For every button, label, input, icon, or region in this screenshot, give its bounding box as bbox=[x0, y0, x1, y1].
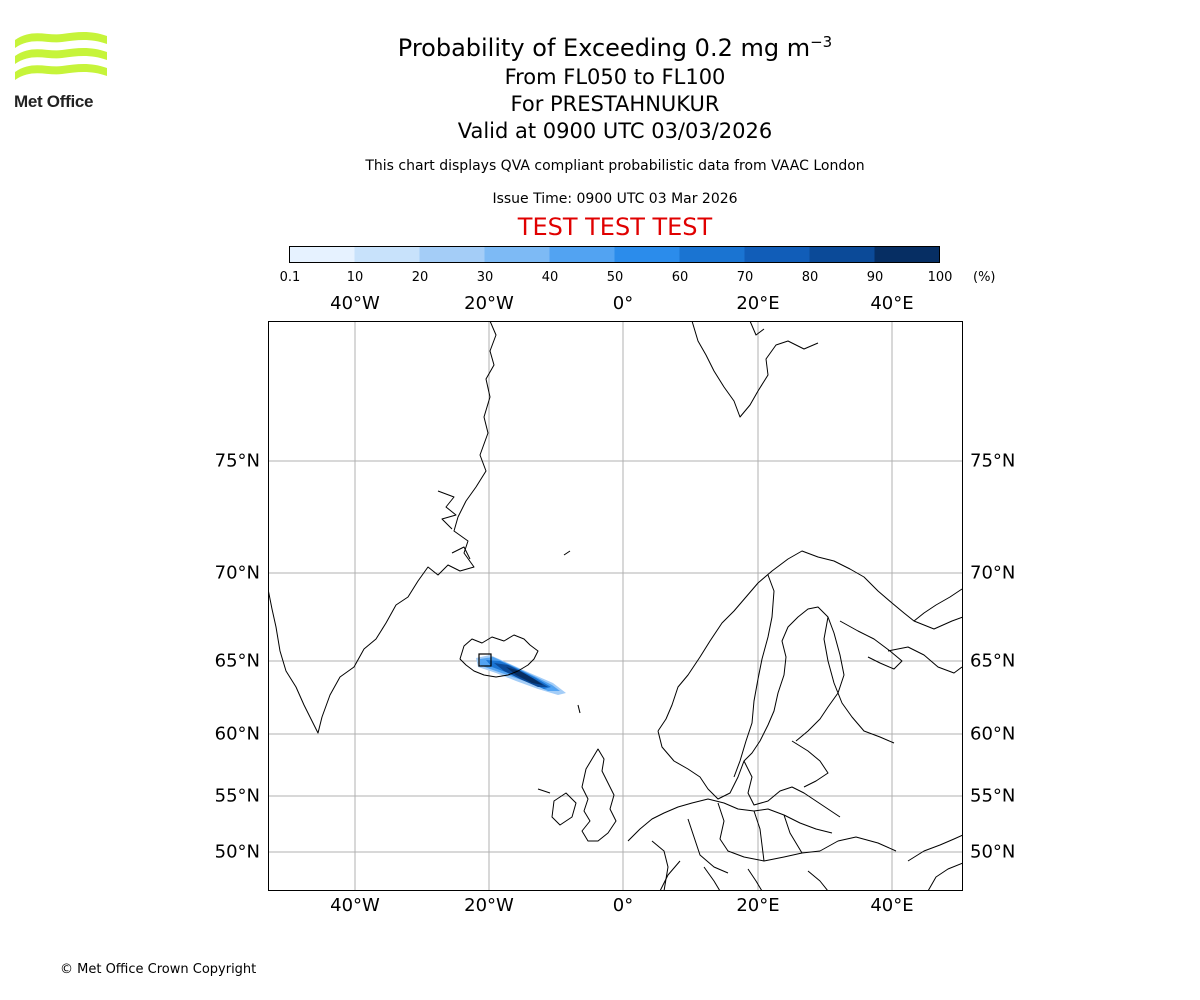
lon-label-top-20e: 20°E bbox=[736, 293, 780, 314]
lon-label-top-40w: 40°W bbox=[330, 293, 380, 314]
colorbar-band bbox=[289, 246, 355, 263]
unit-exponent: −3 bbox=[810, 33, 833, 51]
lat-label-right-70n: 70°N bbox=[970, 562, 1016, 584]
colorbar-tick-label: 30 bbox=[476, 270, 494, 285]
volcano-marker bbox=[478, 653, 492, 667]
colorbar-band bbox=[354, 246, 420, 263]
met-office-logo-text: Met Office bbox=[14, 92, 94, 111]
lat-label-right-75n: 75°N bbox=[970, 450, 1016, 472]
colorbar-tick-label: 100 bbox=[927, 270, 953, 285]
lat-label-left-75n: 75°N bbox=[214, 450, 260, 472]
lon-label-bottom-40e: 40°E bbox=[870, 895, 914, 916]
colorbar-tick-label: 20 bbox=[411, 270, 429, 285]
colorbar-band bbox=[419, 246, 485, 263]
lon-label-bottom-20e: 20°E bbox=[736, 895, 780, 916]
colorbar-band bbox=[484, 246, 550, 263]
chart-description: This chart displays QVA compliant probab… bbox=[365, 158, 865, 174]
colorbar-tick-label: 80 bbox=[801, 270, 819, 285]
met-office-wave-icon bbox=[15, 32, 107, 80]
lon-label-bottom-0: 0° bbox=[612, 895, 634, 916]
map-gridlines bbox=[268, 321, 963, 891]
lat-label-right-65n: 65°N bbox=[970, 650, 1016, 672]
lat-label-right-50n: 50°N bbox=[970, 841, 1016, 863]
lon-label-top-20w: 20°W bbox=[464, 293, 514, 314]
lat-label-left-65n: 65°N bbox=[214, 650, 260, 672]
colorbar-band bbox=[744, 246, 810, 263]
issue-time: Issue Time: 0900 UTC 03 Mar 2026 bbox=[492, 191, 738, 207]
volcano-name: For PRESTAHNUKUR bbox=[510, 92, 720, 116]
test-banner: TEST TEST TEST bbox=[517, 213, 713, 241]
lat-label-left-55n: 55°N bbox=[214, 785, 260, 807]
colorbar-band bbox=[679, 246, 745, 263]
ash-probability-plume bbox=[476, 653, 566, 695]
colorbar-tick-label: 90 bbox=[866, 270, 884, 285]
lon-label-bottom-40w: 40°W bbox=[330, 895, 380, 916]
chart-header: Probability of Exceeding 0.2 mg m−3 From… bbox=[0, 26, 1200, 145]
colorbar-tick-label: 0.1 bbox=[279, 270, 301, 285]
colorbar-band bbox=[549, 246, 615, 263]
colorbar-band bbox=[809, 246, 875, 263]
coastlines bbox=[268, 321, 963, 891]
colorbar-tick-label: 10 bbox=[346, 270, 364, 285]
colorbar-tick-label: 70 bbox=[736, 270, 754, 285]
lon-label-top-40e: 40°E bbox=[870, 293, 914, 314]
lon-label-top-0: 0° bbox=[612, 293, 634, 314]
lat-label-left-50n: 50°N bbox=[214, 841, 260, 863]
probability-colorbar bbox=[289, 246, 940, 263]
lat-label-left-60n: 60°N bbox=[214, 723, 260, 745]
chart-title: Probability of Exceeding 0.2 mg m−3 bbox=[397, 33, 833, 62]
map-panel bbox=[268, 321, 963, 891]
lon-label-bottom-20w: 20°W bbox=[464, 895, 514, 916]
colorbar-band bbox=[614, 246, 680, 263]
colorbar-tick-label: 40 bbox=[541, 270, 559, 285]
lat-label-left-70n: 70°N bbox=[214, 562, 260, 584]
copyright-notice: © Met Office Crown Copyright bbox=[60, 962, 257, 977]
lat-label-right-60n: 60°N bbox=[970, 723, 1016, 745]
lat-label-right-55n: 55°N bbox=[970, 785, 1016, 807]
flight-level-range: From FL050 to FL100 bbox=[504, 65, 726, 89]
colorbar-tick-label: 50 bbox=[606, 270, 624, 285]
colorbar-unit: (%) bbox=[973, 270, 996, 285]
colorbar-band bbox=[874, 246, 940, 263]
colorbar-tick-label: 60 bbox=[671, 270, 689, 285]
valid-time: Valid at 0900 UTC 03/03/2026 bbox=[457, 119, 773, 143]
